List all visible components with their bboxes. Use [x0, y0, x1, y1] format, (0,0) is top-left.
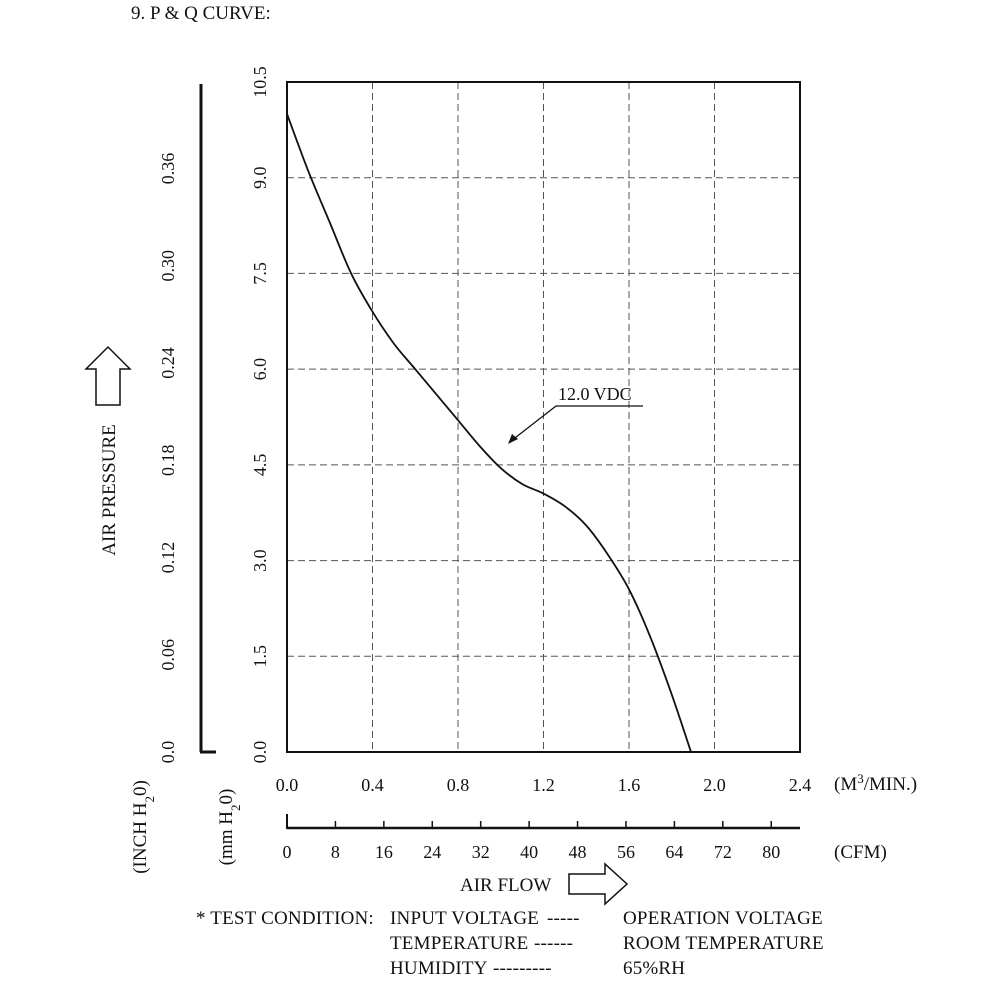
x-secondary-tick-label: 48	[569, 842, 587, 862]
annotation-leader	[510, 405, 643, 442]
y-primary-tick-label: 0.0	[250, 741, 270, 764]
x-secondary-tick-label: 0	[283, 842, 292, 862]
mm-tick-labels: 0.0 1.5 3.0 4.5 6.0 7.5 9.0 10.5	[250, 66, 270, 763]
y-axis-title-group: AIR PRESSURE	[84, 345, 132, 556]
inch-axis: 0.0 0.06 0.12 0.18 0.24 0.30 0.36	[158, 84, 216, 763]
series-label: 12.0 VDC	[558, 384, 632, 404]
cfm-axis: 0 8 16 24 32 40 48 56 64 72 80	[283, 814, 800, 862]
y-primary-tick-label: 7.5	[250, 262, 270, 285]
y-secondary-tick-label: 0.0	[158, 741, 178, 764]
x-secondary-tick-label: 56	[617, 842, 635, 862]
x-primary-tick-label: 2.4	[789, 775, 812, 795]
condition-value-input-voltage: OPERATION VOLTAGE	[623, 908, 823, 929]
x-secondary-tick-label: 32	[472, 842, 490, 862]
x-secondary-tick-label: 40	[520, 842, 538, 862]
y-secondary-tick-label: 0.06	[158, 639, 178, 671]
x-primary-tick-label: 1.6	[618, 775, 641, 795]
x-axis-title-group: AIR FLOW	[460, 862, 629, 906]
condition-label-input-voltage: INPUT VOLTAGE	[390, 908, 540, 929]
y-primary-tick-label: 6.0	[250, 358, 270, 381]
y-primary-tick-label: 1.5	[250, 645, 270, 668]
series-annotation: 12.0 VDC	[508, 384, 643, 444]
y-primary-tick-label: 3.0	[250, 549, 270, 572]
x-secondary-tick-label: 24	[423, 842, 441, 862]
y-primary-tick-label: 9.0	[250, 166, 270, 189]
annotation-arrowhead	[508, 434, 518, 444]
test-condition-heading: * TEST CONDITION:	[196, 908, 374, 929]
y-secondary-tick-label: 0.30	[158, 250, 178, 282]
section-title: 9. P & Q CURVE:	[131, 3, 271, 24]
up-arrow-icon	[84, 345, 132, 406]
x-primary-tick-label: 2.0	[703, 775, 726, 795]
y-secondary-tick-label: 0.12	[158, 542, 178, 574]
condition-label-humidity: HUMIDITY	[390, 958, 488, 979]
x-secondary-tick-label: 80	[762, 842, 780, 862]
y-primary-tick-label: 10.5	[250, 66, 270, 98]
cfm-axis-unit: (CFM)	[834, 842, 887, 863]
grid	[287, 82, 800, 752]
right-arrow-icon	[568, 862, 629, 906]
y-secondary-tick-label: 0.36	[158, 153, 178, 185]
x-primary-tick-label: 0.8	[447, 775, 470, 795]
y-secondary-tick-label: 0.24	[158, 347, 178, 379]
y-secondary-tick-label: 0.18	[158, 445, 178, 477]
x-secondary-tick-label: 16	[375, 842, 393, 862]
condition-label-temperature: TEMPERATURE	[390, 933, 529, 954]
x-primary-tick-label: 0.0	[276, 775, 299, 795]
m3-axis-unit: (M3/MIN.)	[834, 771, 917, 796]
x-secondary-tick-label: 72	[714, 842, 732, 862]
mm-axis-unit: (mm H20)	[216, 789, 243, 866]
condition-dashes-input-voltage: -----	[547, 908, 580, 929]
series-line-12vdc	[286, 113, 692, 753]
m3-tick-labels: 0.0 0.4 0.8 1.2 1.6 2.0 2.4	[276, 775, 812, 795]
x-primary-tick-label: 1.2	[532, 775, 555, 795]
series-layer	[286, 113, 692, 753]
condition-dashes-temperature: ------	[534, 933, 574, 954]
x-primary-tick-label: 0.4	[361, 775, 384, 795]
y-primary-tick-label: 4.5	[250, 454, 270, 477]
plot-frame	[286, 81, 801, 753]
condition-value-temperature: ROOM TEMPERATURE	[623, 933, 824, 954]
condition-dashes-humidity: ---------	[493, 958, 552, 979]
inch-axis-unit: (INCH H20)	[130, 780, 157, 874]
x-secondary-tick-label: 8	[331, 842, 340, 862]
y-axis-title: AIR PRESSURE	[99, 424, 120, 555]
condition-value-humidity: 65%RH	[623, 958, 686, 979]
x-secondary-tick-label: 64	[665, 842, 683, 862]
x-axis-title: AIR FLOW	[460, 875, 551, 896]
